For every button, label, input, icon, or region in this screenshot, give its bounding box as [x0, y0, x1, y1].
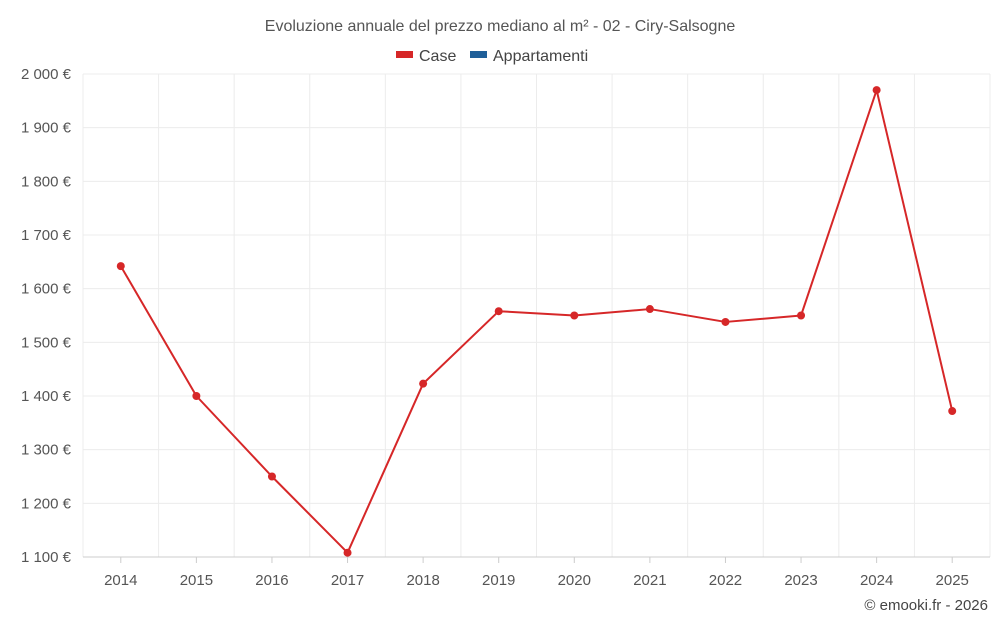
- data-point-case-2019[interactable]: [494, 307, 503, 316]
- x-tick-label: 2015: [180, 572, 213, 589]
- data-point-case-2022[interactable]: [721, 317, 730, 326]
- y-tick-label: 1 400 €: [21, 388, 72, 405]
- x-tick-label: 2016: [255, 572, 288, 589]
- data-point-case-2017[interactable]: [343, 548, 352, 557]
- series-line-case: [119, 89, 954, 554]
- x-tick-label: 2022: [709, 572, 742, 589]
- data-point-case-2023[interactable]: [797, 311, 806, 320]
- data-point-case-2024[interactable]: [872, 86, 881, 95]
- y-tick-label: 1 700 €: [21, 227, 72, 244]
- legend: Case Appartamenti: [396, 48, 588, 65]
- x-tick-label: 2025: [936, 572, 969, 589]
- x-tick-label: 2017: [331, 572, 364, 589]
- y-tick-label: 2 000 €: [21, 66, 72, 83]
- grid: [82, 73, 991, 558]
- data-point-case-2021[interactable]: [645, 305, 654, 314]
- x-tick-label: 2024: [860, 572, 893, 589]
- y-tick-label: 1 900 €: [21, 120, 72, 137]
- y-tick-label: 1 100 €: [21, 549, 72, 566]
- chart-title: Evoluzione annuale del prezzo mediano al…: [265, 18, 736, 35]
- data-point-case-2020[interactable]: [570, 311, 579, 320]
- data-point-case-2025[interactable]: [948, 407, 957, 416]
- legend-swatch-case: [396, 51, 413, 58]
- data-point-case-2014[interactable]: [116, 262, 125, 271]
- data-point-case-2016[interactable]: [267, 472, 276, 481]
- y-axis: 1 100 € 1 200 € 1 300 € 1 400 € 1 500 € 1 600…: [21, 66, 72, 566]
- legend-label-appartamenti[interactable]: Appartamenti: [493, 48, 588, 65]
- x-tick-label: 2014: [104, 572, 137, 589]
- x-tick-label: 2018: [406, 572, 439, 589]
- x-axis: 2014 2015 2016 2017 2018 2019 2020 2021 2022 2023…: [83, 556, 990, 589]
- y-tick-label: 1 200 €: [21, 495, 72, 512]
- y-tick-label: 1 500 €: [21, 334, 72, 351]
- series-case: [116, 86, 957, 557]
- credit-text: © emooki.fr - 2026: [864, 597, 988, 614]
- y-tick-label: 1 600 €: [21, 281, 72, 298]
- legend-swatch-appartamenti: [470, 51, 487, 58]
- y-tick-label: 1 800 €: [21, 173, 72, 190]
- legend-label-case[interactable]: Case: [419, 48, 456, 65]
- x-tick-label: 2023: [784, 572, 817, 589]
- x-tick-label: 2021: [633, 572, 666, 589]
- x-tick-label: 2019: [482, 572, 515, 589]
- y-tick-label: 1 300 €: [21, 442, 72, 459]
- data-point-case-2015[interactable]: [192, 392, 201, 400]
- x-tick-label: 2020: [558, 572, 591, 589]
- data-point-case-2018[interactable]: [419, 379, 428, 388]
